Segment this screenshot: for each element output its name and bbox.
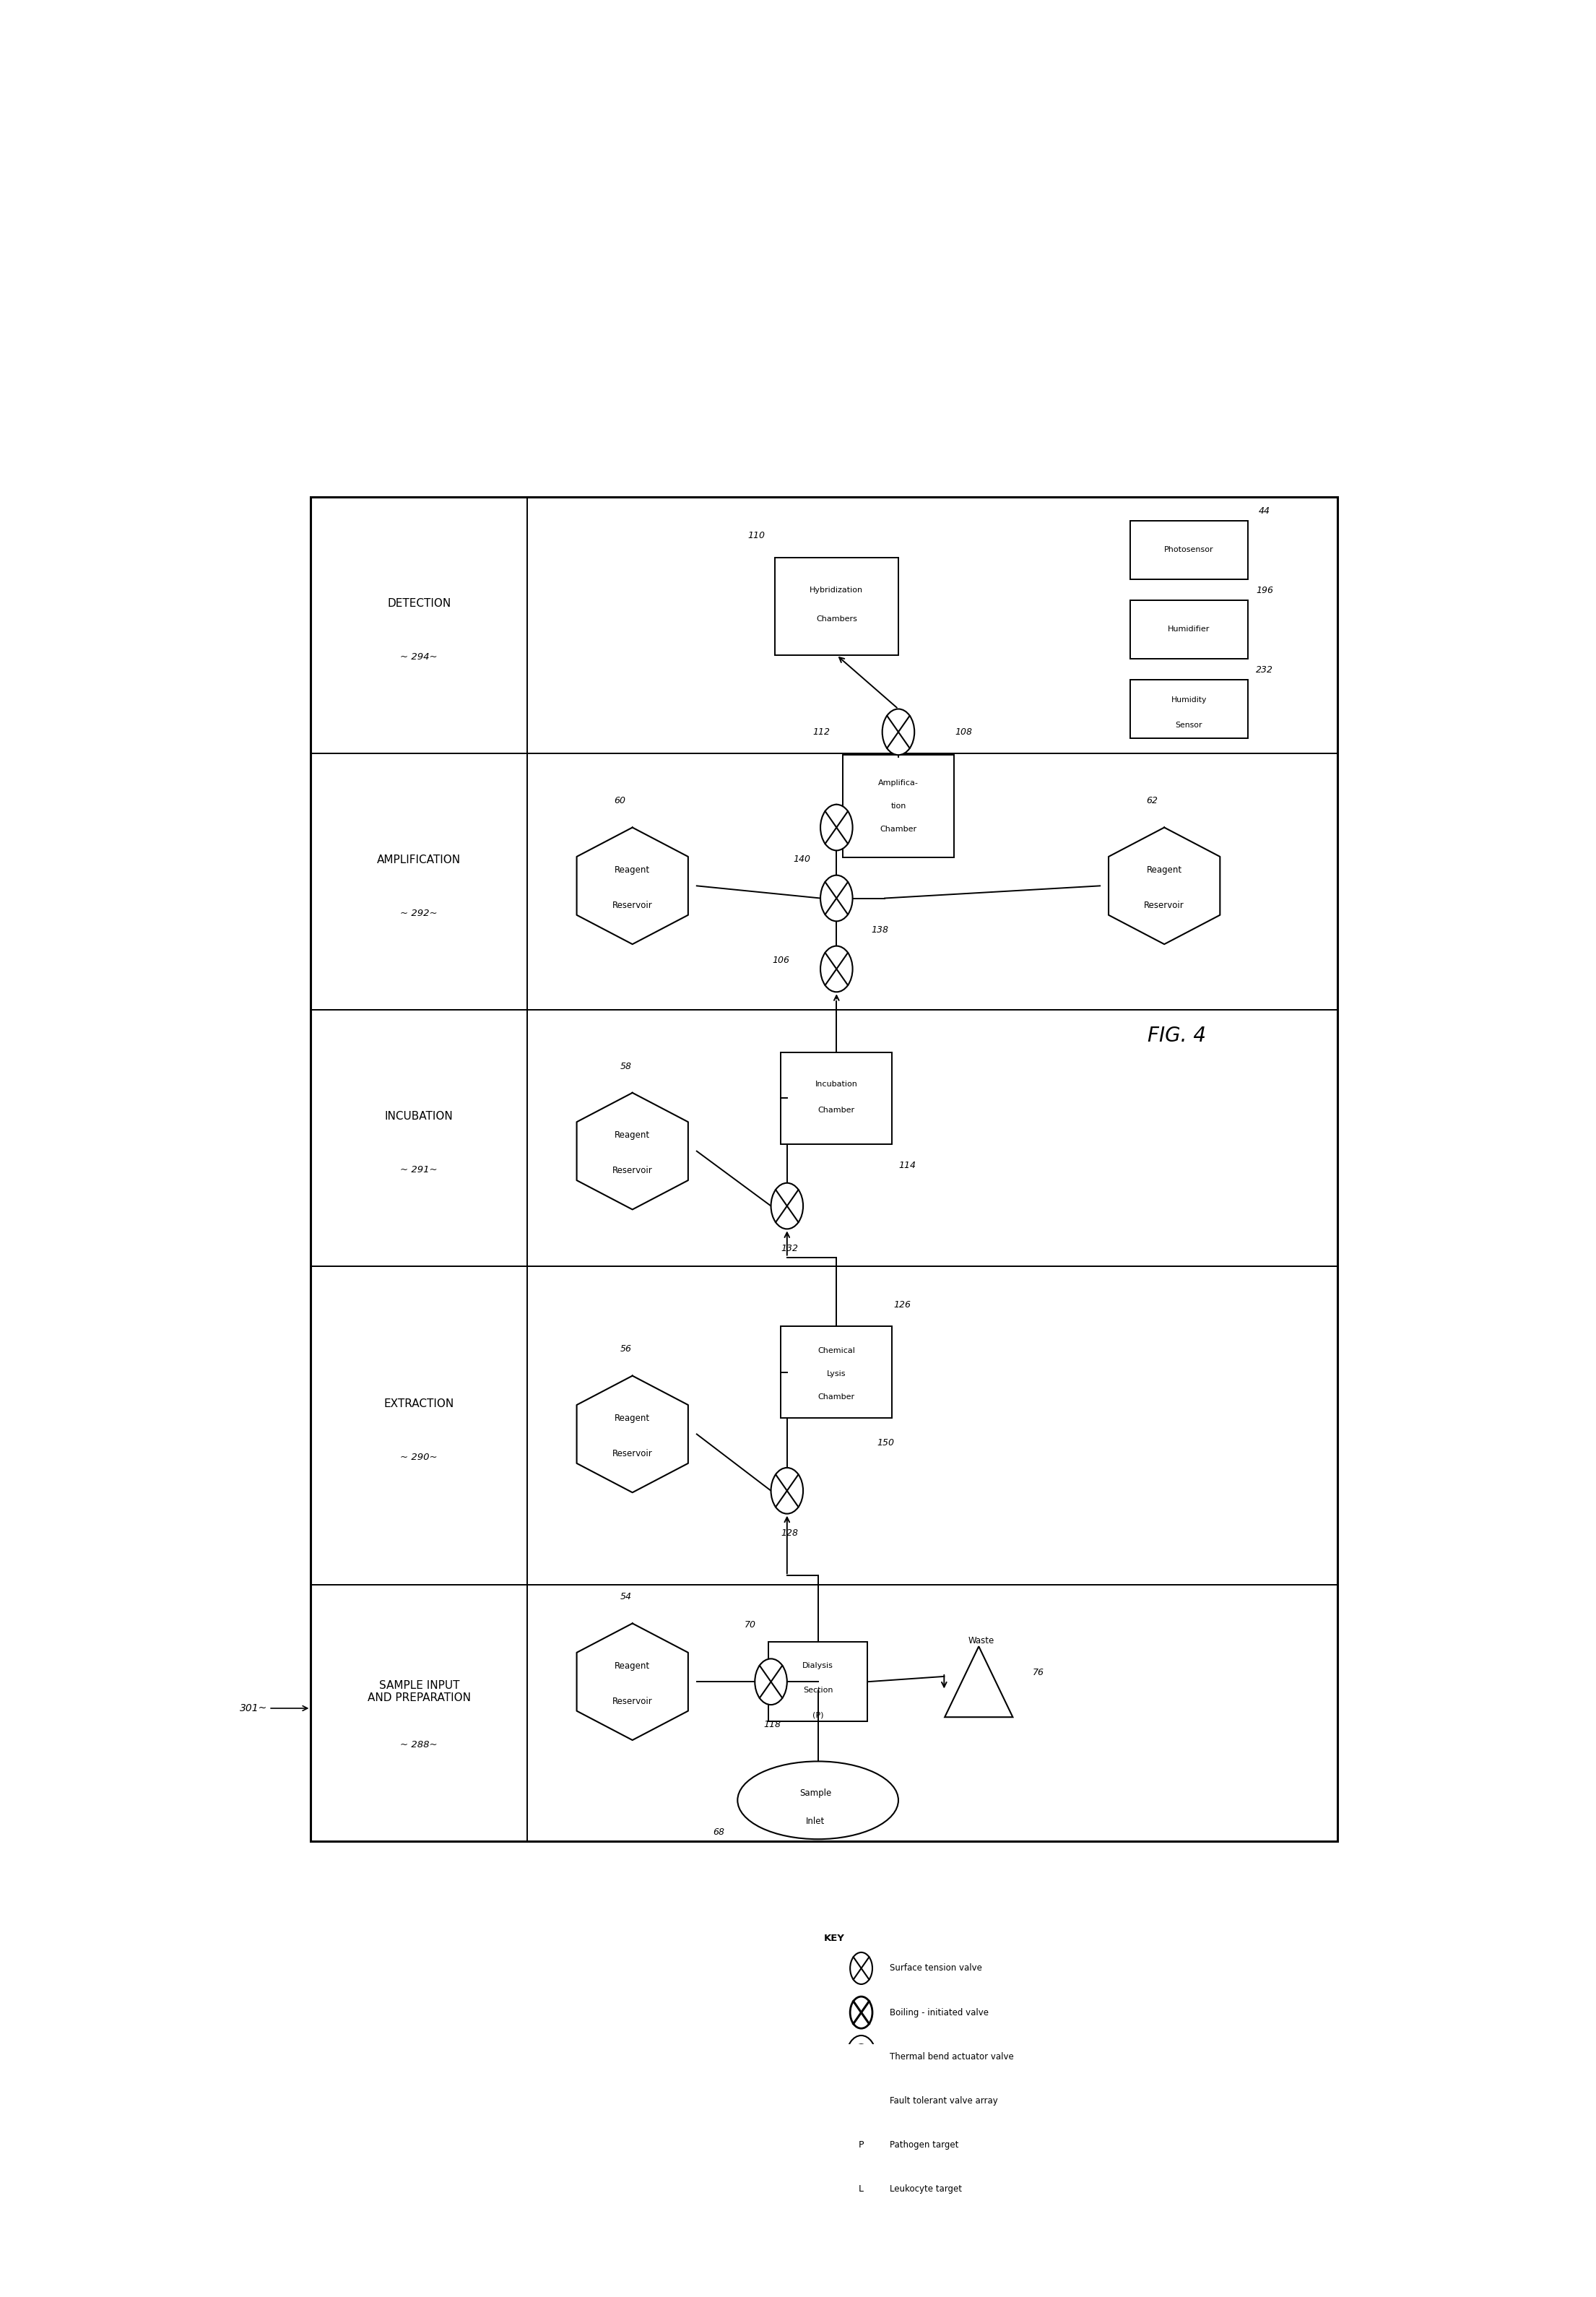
Text: AMPLIFICATION: AMPLIFICATION: [377, 854, 461, 866]
Circle shape: [771, 1468, 803, 1514]
Text: 44: 44: [1259, 505, 1270, 515]
Text: Incubation: Incubation: [816, 1080, 857, 1086]
Text: Chemical: Chemical: [817, 1348, 855, 1355]
Text: 112: 112: [812, 728, 830, 737]
Text: 301~: 301~: [239, 1702, 268, 1714]
Text: Chamber: Chamber: [879, 825, 916, 834]
Text: 138: 138: [871, 926, 889, 935]
Text: Hybridization: Hybridization: [809, 586, 863, 595]
Text: 106: 106: [772, 956, 790, 965]
Text: 60: 60: [614, 797, 626, 806]
Bar: [1130, 521, 1248, 579]
Text: Fault tolerant valve array: Fault tolerant valve array: [889, 2097, 998, 2106]
Text: 126: 126: [894, 1300, 911, 1309]
Text: Reagent: Reagent: [614, 866, 650, 875]
Bar: [774, 558, 899, 655]
Text: 70: 70: [744, 1619, 755, 1631]
Text: 110: 110: [747, 531, 764, 540]
Text: Chamber: Chamber: [819, 1107, 855, 1114]
Text: Reservoir: Reservoir: [1144, 900, 1184, 910]
Text: Sample: Sample: [800, 1789, 832, 1799]
Text: ~ 294~: ~ 294~: [401, 652, 437, 662]
Bar: [1130, 680, 1248, 737]
Text: 132: 132: [780, 1243, 798, 1254]
Text: L: L: [859, 2184, 863, 2194]
Bar: [843, 756, 954, 857]
Text: EXTRACTION: EXTRACTION: [385, 1399, 455, 1410]
Text: 108: 108: [956, 728, 972, 737]
Text: Lysis: Lysis: [827, 1371, 846, 1378]
Bar: [1130, 600, 1248, 659]
Text: Reagent: Reagent: [614, 1661, 650, 1670]
Text: Leukocyte target: Leukocyte target: [889, 2184, 962, 2194]
Circle shape: [771, 1183, 803, 1229]
Text: 140: 140: [793, 854, 811, 864]
Text: 68: 68: [713, 1828, 725, 1838]
Text: DETECTION: DETECTION: [388, 597, 452, 609]
Text: 58: 58: [621, 1061, 632, 1070]
Text: Reservoir: Reservoir: [613, 1167, 653, 1176]
Circle shape: [846, 2035, 876, 2079]
Text: ~ 290~: ~ 290~: [401, 1452, 437, 1461]
Circle shape: [857, 2093, 870, 2109]
Bar: [311, 496, 1337, 1840]
Text: 196: 196: [1256, 586, 1274, 595]
Text: ~ 291~: ~ 291~: [401, 1165, 437, 1174]
Text: Surface tension valve: Surface tension valve: [889, 1964, 982, 1973]
Text: Photosensor: Photosensor: [1163, 547, 1215, 554]
Text: P: P: [859, 2141, 863, 2150]
Text: 56: 56: [621, 1344, 632, 1353]
Text: 150: 150: [878, 1438, 895, 1447]
Circle shape: [851, 1996, 873, 2028]
Text: Sensor: Sensor: [1176, 721, 1202, 728]
Text: Waste: Waste: [969, 1635, 994, 1645]
Circle shape: [852, 2044, 870, 2070]
Text: SAMPLE INPUT
AND PREPARATION: SAMPLE INPUT AND PREPARATION: [367, 1679, 471, 1702]
Circle shape: [870, 2093, 883, 2109]
Text: ~ 292~: ~ 292~: [401, 910, 437, 919]
Text: 114: 114: [899, 1160, 916, 1169]
Text: 128: 128: [780, 1528, 798, 1539]
Text: KEY: KEY: [824, 1934, 844, 1943]
Text: ~ 288~: ~ 288~: [401, 1739, 437, 1750]
Text: (P): (P): [812, 1711, 824, 1718]
Ellipse shape: [737, 1762, 899, 1840]
Text: Humidifier: Humidifier: [1168, 625, 1210, 634]
Bar: [769, 1642, 868, 1720]
Text: Chambers: Chambers: [816, 616, 857, 622]
Circle shape: [820, 946, 852, 992]
Text: Amplifica-: Amplifica-: [878, 779, 919, 788]
Circle shape: [851, 1952, 873, 1985]
Polygon shape: [945, 1647, 1013, 1718]
Text: tion: tion: [891, 802, 907, 811]
Circle shape: [820, 875, 852, 921]
Text: Humidity: Humidity: [1171, 696, 1207, 703]
Circle shape: [883, 710, 915, 756]
Text: 118: 118: [763, 1720, 780, 1730]
Circle shape: [820, 804, 852, 850]
Text: Boiling - initiated valve: Boiling - initiated valve: [889, 2008, 988, 2017]
Text: Section: Section: [803, 1686, 833, 1695]
Text: Inlet: Inlet: [806, 1817, 825, 1826]
Text: Reservoir: Reservoir: [613, 1449, 653, 1459]
Text: Reservoir: Reservoir: [613, 900, 653, 910]
Text: Reagent: Reagent: [1146, 866, 1183, 875]
Text: 232: 232: [1256, 666, 1274, 675]
Text: Pathogen target: Pathogen target: [889, 2141, 959, 2150]
Circle shape: [755, 1658, 787, 1704]
Text: INCUBATION: INCUBATION: [385, 1112, 453, 1121]
Text: 62: 62: [1146, 797, 1157, 806]
Text: FIG. 4: FIG. 4: [1148, 1027, 1207, 1047]
Text: 54: 54: [621, 1592, 632, 1601]
Text: Dialysis: Dialysis: [803, 1663, 833, 1670]
Text: 76: 76: [1033, 1668, 1044, 1677]
Text: Reagent: Reagent: [614, 1413, 650, 1422]
Text: Chamber: Chamber: [819, 1394, 855, 1401]
Bar: [780, 1325, 892, 1417]
Circle shape: [846, 2093, 857, 2109]
Text: Reservoir: Reservoir: [613, 1697, 653, 1707]
Text: Reagent: Reagent: [614, 1130, 650, 1139]
Text: Thermal bend actuator valve: Thermal bend actuator valve: [889, 2051, 1013, 2060]
Bar: [780, 1052, 892, 1144]
